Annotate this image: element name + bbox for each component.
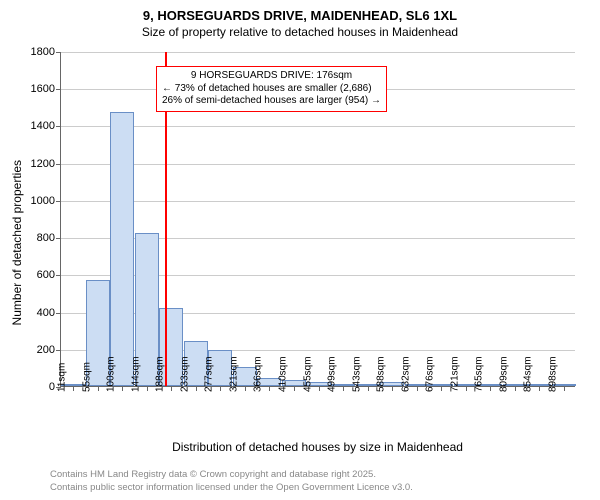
xtick-label: 233sqm [179,356,190,392]
xtick-mark [269,386,270,391]
ytick-label: 400 [37,307,55,319]
xtick-label: 499sqm [327,356,338,392]
ytick-mark [56,126,61,127]
xtick-mark [441,386,442,391]
xtick-mark [245,386,246,391]
plot-background: 02004006008001000120014001600180011sqm55… [60,52,575,387]
ytick-mark [56,52,61,53]
ytick-label: 1600 [31,83,55,95]
xtick-mark [368,386,369,391]
xtick-mark [220,386,221,391]
ytick-label: 0 [49,381,55,393]
xtick-label: 410sqm [277,356,288,392]
xtick-label: 898sqm [547,356,558,392]
xtick-mark [196,386,197,391]
y-axis-label: Number of detached properties [10,160,24,325]
ytick-mark [56,313,61,314]
xtick-label: 765sqm [474,356,485,392]
xtick-label: 809sqm [498,356,509,392]
xtick-mark [515,386,516,391]
ytick-mark [56,201,61,202]
ytick-label: 1000 [31,195,55,207]
xtick-mark [319,386,320,391]
gridline [61,126,575,127]
xtick-label: 366sqm [253,356,264,392]
xtick-label: 588sqm [376,356,387,392]
histogram-bar [110,112,134,386]
xtick-label: 277sqm [204,356,215,392]
annotation-line: 9 HORSEGUARDS DRIVE: 176sqm [162,70,381,83]
ytick-mark [56,164,61,165]
xtick-mark [490,386,491,391]
ytick-label: 1800 [31,46,55,58]
ytick-label: 800 [37,232,55,244]
xtick-label: 854sqm [523,356,534,392]
annotation-line: 26% of semi-detached houses are larger (… [162,95,381,108]
chart-subtitle: Size of property relative to detached ho… [0,23,600,39]
xtick-label: 55sqm [81,362,92,392]
gridline [61,52,575,53]
xtick-mark [539,386,540,391]
x-axis-label: Distribution of detached houses by size … [60,440,575,454]
xtick-mark [98,386,99,391]
chart-title: 9, HORSEGUARDS DRIVE, MAIDENHEAD, SL6 1X… [0,0,600,23]
footer-line-2: Contains public sector information licen… [50,482,413,494]
xtick-mark [122,386,123,391]
chart-area: 02004006008001000120014001600180011sqm55… [60,52,575,387]
xtick-mark [147,386,148,391]
annotation-line: ← 73% of detached houses are smaller (2,… [162,83,381,96]
footer-line-1: Contains HM Land Registry data © Crown c… [50,469,413,481]
ytick-label: 200 [37,344,55,356]
ytick-mark [56,275,61,276]
xtick-mark [564,386,565,391]
gridline [61,164,575,165]
xtick-mark [171,386,172,391]
xtick-label: 321sqm [228,356,239,392]
xtick-label: 455sqm [302,356,313,392]
ytick-mark [56,89,61,90]
xtick-label: 676sqm [425,356,436,392]
ytick-label: 600 [37,269,55,281]
xtick-label: 100sqm [106,356,117,392]
xtick-mark [73,386,74,391]
ytick-mark [56,350,61,351]
gridline [61,201,575,202]
annotation-box: 9 HORSEGUARDS DRIVE: 176sqm← 73% of deta… [156,66,387,112]
xtick-mark [417,386,418,391]
xtick-label: 144sqm [130,356,141,392]
xtick-mark [294,386,295,391]
ytick-mark [56,238,61,239]
xtick-mark [392,386,393,391]
xtick-label: 11sqm [57,363,68,392]
ytick-label: 1400 [31,120,55,132]
xtick-mark [343,386,344,391]
xtick-mark [466,386,467,391]
ytick-label: 1200 [31,158,55,170]
xtick-label: 721sqm [449,356,460,392]
xtick-label: 543sqm [351,356,362,392]
xtick-label: 632sqm [400,356,411,392]
footer-attribution: Contains HM Land Registry data © Crown c… [50,469,413,494]
